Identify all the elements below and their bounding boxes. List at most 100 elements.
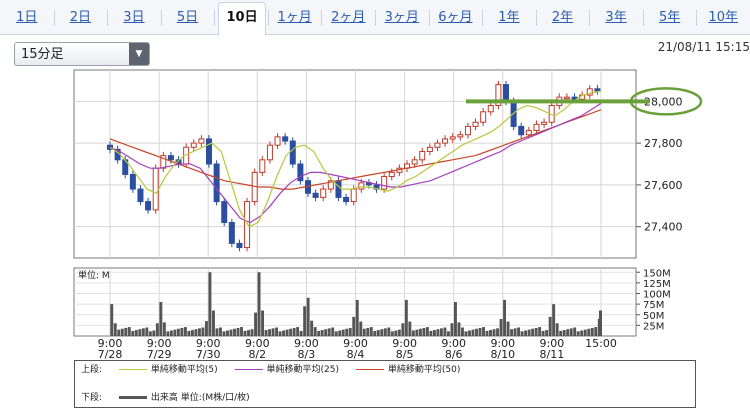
candle-body [457,134,464,138]
candle-body [107,144,113,150]
volume-bar [482,327,485,336]
x-tick-date: 8/5 [396,348,414,360]
volume-bar [443,327,447,336]
volume-bar [538,327,542,336]
volume-bar [138,329,142,336]
tab-4[interactable]: 10日 [218,2,266,36]
volume-bar [250,329,254,336]
candle-body [411,159,418,165]
volume-bar [376,330,380,336]
volume-bar [432,330,436,336]
volume-bar [190,330,194,336]
candle-body [266,144,273,161]
interval-select[interactable]: 15分足 ▼ [14,42,150,66]
volume-bar [271,328,275,336]
volume-tick-label: 25M [643,321,664,332]
volume-bar [583,329,587,336]
x-tick-time: 9:00 [392,337,417,350]
tab-1[interactable]: 2日 [69,10,91,25]
candle-body [487,105,494,113]
tab-12[interactable]: 5年 [658,10,681,25]
volume-bar [317,330,321,336]
volume-bar [541,330,545,336]
volume-bar [296,327,300,336]
volume-bar [390,331,394,336]
period-tabs: 1日 2日 3日 5日 10日 1ヶ月 2ヶ月 3ヶ月 6ヶ月 1年 2年 3年 5年 10年 [0,0,750,36]
price-tick-label: 27,400 [644,221,683,234]
volume-bar [464,331,468,336]
volume-bar [510,329,514,336]
candle-body [198,138,205,144]
volume-bar [338,330,342,336]
tab-10[interactable]: 2年 [551,10,574,25]
timestamp: 21/08/11 15:15 [657,40,750,54]
tab-7[interactable]: 3ヶ月 [384,10,419,25]
tab-13[interactable]: 10年 [708,10,738,25]
price-tick-label: 27,600 [644,179,683,192]
volume-bar [212,310,215,336]
tab-separator [428,10,430,26]
volume-bar [345,328,349,336]
tab-0[interactable]: 1日 [16,10,38,25]
volume-tick-label: 50M [643,311,664,322]
tab-6[interactable]: 2ヶ月 [331,10,366,25]
tab-3[interactable]: 5日 [176,10,199,25]
tab-separator [107,10,109,26]
tab-5[interactable]: 1ヶ月 [277,10,312,25]
volume-swatch [118,396,147,399]
candle-body [190,142,197,148]
volume-bar [425,327,429,336]
x-tick-time: 9:00 [490,337,515,350]
legend-volume-label: 出来高 単位:(M株/口/枚) [150,393,250,403]
volume-bar [513,328,517,336]
volume-bar [261,310,265,336]
candle-body [388,171,395,178]
volume-bar [404,299,408,336]
legend-ma5-label: 単純移動平均(5) [150,365,218,375]
volume-bar [247,330,250,336]
volume-bar [527,329,531,336]
chevron-down-icon[interactable]: ▼ [129,43,149,65]
tab-separator [696,10,698,26]
volume-bar [285,329,289,336]
volume-bar [320,330,324,336]
candle-body [228,221,235,244]
x-tick-date: 8/11 [540,348,565,360]
volume-bar [208,272,212,336]
legend-upper-row: 上段: 単純移動平均(5) 単純移動平均(25) 単純移動平均(50) [81,363,474,377]
x-tick-time: 15:00 [585,337,617,350]
volume-bar [204,321,208,336]
candle-body [434,142,441,148]
volume-bar [334,331,338,336]
volume-bar [471,329,475,336]
volume-bar [187,330,191,336]
volume-bar [233,328,236,336]
tab-8[interactable]: 6ヶ月 [438,10,473,25]
volume-bar [394,330,398,336]
candle-body [221,201,228,223]
interval-select-value: 15分足 [21,47,64,62]
x-tick-time: 9:00 [147,337,172,350]
x-tick-time: 9:00 [441,337,466,350]
tab-2[interactable]: 3日 [123,10,145,25]
x-tick-time: 9:00 [98,337,123,350]
volume-bar [545,330,549,336]
candle-body [320,188,327,198]
candle-body [350,188,357,203]
tab-separator [321,10,323,26]
tab-9[interactable]: 1年 [498,10,520,25]
tab-separator [589,10,591,26]
x-tick-date: 8/4 [347,348,365,360]
volume-bar [359,321,363,336]
tab-separator [482,10,484,26]
tab-11[interactable]: 3年 [605,10,627,25]
volume-bar [134,330,138,336]
candle-body [533,123,540,132]
candle-body [525,130,532,136]
volume-bar [415,329,419,336]
tab-separator [375,10,376,26]
legend-ma50: 単純移動平均(50) [355,363,460,377]
candle-body [297,163,304,182]
x-tick-date: 8/3 [298,348,316,360]
volume-bar [562,330,566,336]
